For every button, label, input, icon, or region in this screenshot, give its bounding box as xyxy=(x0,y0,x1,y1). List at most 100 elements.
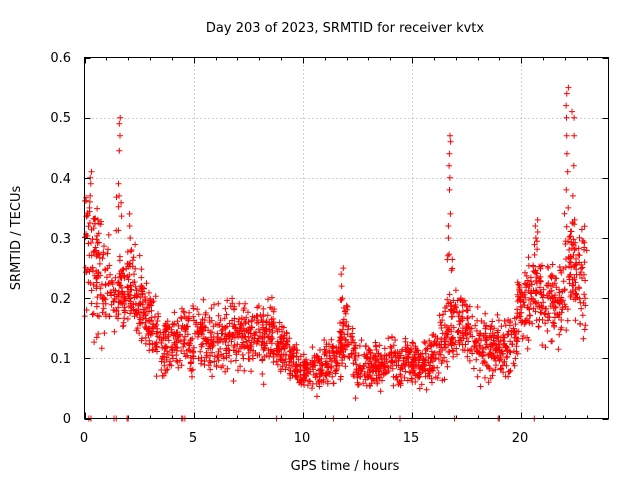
data-point xyxy=(438,325,445,331)
data-point xyxy=(146,308,152,315)
data-point xyxy=(219,323,226,330)
data-point xyxy=(388,358,395,365)
data-point xyxy=(571,263,578,270)
data-point xyxy=(382,370,389,377)
x-tick-label: 10 xyxy=(294,431,311,446)
data-point xyxy=(199,319,206,326)
data-point xyxy=(121,307,127,314)
data-point xyxy=(480,351,486,358)
data-point xyxy=(348,351,355,358)
data-point xyxy=(564,317,571,324)
data-point xyxy=(518,304,525,311)
data-point xyxy=(117,132,123,139)
data-point xyxy=(571,114,578,121)
data-point xyxy=(88,287,95,294)
data-point xyxy=(529,320,536,327)
data-point xyxy=(340,304,347,311)
data-point xyxy=(158,367,165,373)
data-point xyxy=(581,246,587,253)
data-point xyxy=(355,381,362,388)
data-point xyxy=(167,358,174,365)
data-point xyxy=(291,345,298,352)
data-point xyxy=(502,373,509,380)
data-point xyxy=(317,367,324,374)
data-point xyxy=(178,314,184,321)
data-point xyxy=(532,308,539,315)
data-point xyxy=(568,292,575,298)
data-point xyxy=(548,272,555,279)
data-point xyxy=(534,246,541,253)
data-point xyxy=(330,350,337,357)
data-point xyxy=(423,386,430,393)
data-point xyxy=(342,337,349,344)
data-point xyxy=(117,114,124,121)
data-point xyxy=(552,304,559,311)
data-point xyxy=(322,349,329,356)
data-point xyxy=(436,312,443,319)
data-point xyxy=(338,271,345,278)
data-point xyxy=(490,334,497,341)
data-point xyxy=(222,331,229,338)
data-point xyxy=(524,315,530,322)
data-point xyxy=(563,256,569,262)
data-point xyxy=(205,345,212,352)
data-point xyxy=(290,350,297,357)
data-point xyxy=(564,306,571,313)
data-point xyxy=(556,294,563,301)
data-point xyxy=(563,90,570,97)
data-point xyxy=(459,308,466,315)
data-point xyxy=(198,357,205,364)
data-point xyxy=(561,301,568,308)
data-point xyxy=(309,357,316,364)
data-point xyxy=(235,367,241,374)
data-point xyxy=(195,311,202,318)
data-point xyxy=(398,364,405,371)
data-point xyxy=(492,347,499,354)
data-point xyxy=(427,342,434,349)
data-point xyxy=(100,300,107,307)
data-point xyxy=(190,344,197,351)
data-point xyxy=(222,305,229,312)
data-point xyxy=(415,373,422,379)
data-point xyxy=(190,303,196,309)
data-point xyxy=(558,309,565,316)
data-point xyxy=(510,360,517,367)
data-point xyxy=(180,343,187,350)
data-point xyxy=(170,321,177,328)
data-point xyxy=(569,282,576,289)
data-point xyxy=(136,314,143,321)
data-point xyxy=(165,337,172,344)
data-point xyxy=(358,337,365,344)
data-point xyxy=(266,328,273,335)
data-point xyxy=(505,368,512,375)
data-point xyxy=(479,348,486,355)
data-point xyxy=(466,303,473,310)
data-point xyxy=(511,348,517,355)
data-point xyxy=(222,324,229,331)
data-point xyxy=(544,263,551,270)
data-point xyxy=(576,252,583,259)
data-point xyxy=(119,292,126,298)
data-point xyxy=(137,294,144,301)
data-point xyxy=(361,353,368,360)
data-point xyxy=(224,297,231,304)
data-point xyxy=(88,239,94,246)
data-point xyxy=(209,373,216,380)
data-point xyxy=(331,355,338,362)
y-tick-label: 0.1 xyxy=(50,352,71,367)
data-point xyxy=(277,366,284,373)
data-point xyxy=(94,216,101,223)
data-point xyxy=(198,343,205,350)
data-point xyxy=(112,274,119,281)
data-point xyxy=(492,357,499,364)
data-point xyxy=(570,252,577,258)
data-point xyxy=(181,309,188,316)
data-point xyxy=(137,300,144,307)
data-point xyxy=(249,324,255,331)
data-point xyxy=(170,355,176,362)
data-point xyxy=(435,356,442,363)
data-point xyxy=(340,265,347,272)
data-point xyxy=(153,373,160,380)
grid-lines xyxy=(84,57,609,419)
